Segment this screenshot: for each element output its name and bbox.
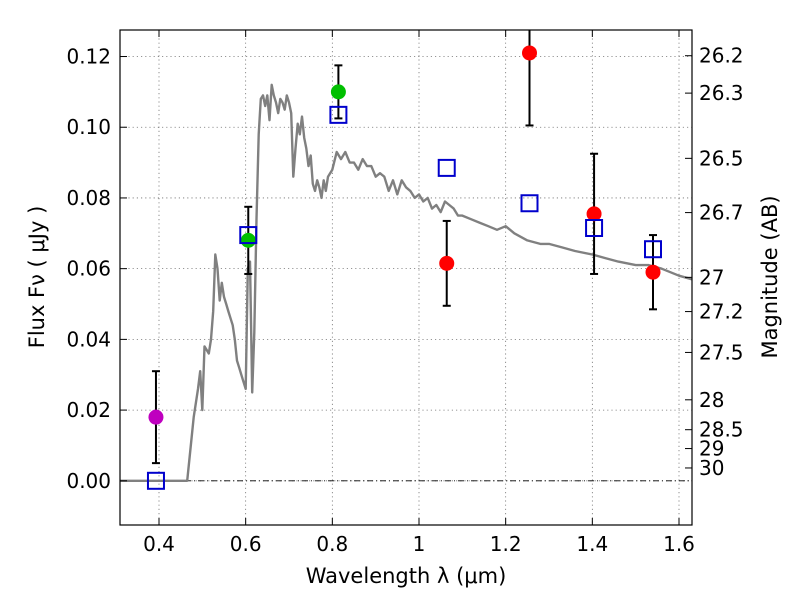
x-axis-label: Wavelength λ (μm) [306, 564, 507, 588]
y-tick-label: 0.02 [66, 398, 111, 422]
observed-point-5 [586, 206, 602, 222]
magnitude-tick-label: 27.5 [699, 340, 744, 364]
model-band-square-2 [329, 105, 348, 124]
magnitude-tick-label: 26.2 [699, 44, 744, 68]
y-tick-label: 0.00 [66, 469, 111, 493]
x-tick-label: 1 [413, 532, 426, 556]
x-axis-ticks: 0.4 0.6 0.8 1 1.2 1.4 1.6 [143, 30, 695, 556]
x-tick-label: 1.4 [576, 532, 608, 556]
y-tick-label: 0.06 [66, 257, 111, 281]
y-tick-label: 0.04 [66, 327, 111, 351]
magnitude-tick-label: 26.7 [699, 201, 744, 225]
magnitude-tick-label: 30 [699, 456, 724, 480]
observed-point-2 [330, 84, 346, 100]
y-tick-label: 0.10 [66, 115, 111, 139]
y-axis-label: Flux Fν ( μJy ) [25, 206, 49, 349]
x-tick-label: 0.6 [230, 532, 262, 556]
magnitude-tick-label: 26.3 [699, 81, 744, 105]
model-band-square-0 [146, 471, 165, 490]
model-spectrum-line [120, 83, 693, 482]
magnitude-tick-label: 27.2 [699, 300, 744, 324]
y-tick-label: 0.12 [66, 45, 111, 69]
magnitude-axis-label: Magnitude (AB) [758, 195, 782, 358]
plot-area [120, 30, 692, 525]
model-band-square-6 [644, 240, 662, 259]
x-tick-label: 1.2 [490, 532, 522, 556]
magnitude-tick-label: 28.5 [699, 418, 744, 442]
observed-point-0 [148, 409, 164, 425]
observed-point-4 [522, 45, 537, 61]
x-tick-label: 0.4 [143, 532, 175, 556]
model-band-square-3 [437, 158, 456, 177]
magnitude-tick-label: 26.5 [699, 146, 744, 170]
magnitude-tick-label: 29 [699, 437, 724, 461]
model-band-flux-markers [146, 105, 662, 490]
x-tick-label: 1.6 [663, 532, 695, 556]
model-band-square-1 [239, 226, 258, 245]
observed-point-3 [439, 255, 455, 271]
y-tick-label: 0.08 [66, 186, 111, 210]
observed-points [148, 45, 661, 425]
magnitude-tick-label: 27 [699, 265, 724, 289]
x-tick-label: 0.8 [316, 532, 348, 556]
observed-point-1 [240, 232, 256, 248]
magnitude-tick-label: 28 [699, 388, 724, 412]
model-band-square-5 [585, 219, 604, 237]
observed-point-6 [645, 264, 661, 280]
model-band-square-4 [520, 194, 539, 213]
y-axis-ticks: 0.00 0.02 0.04 0.06 0.08 0.10 0.12 [66, 45, 127, 493]
